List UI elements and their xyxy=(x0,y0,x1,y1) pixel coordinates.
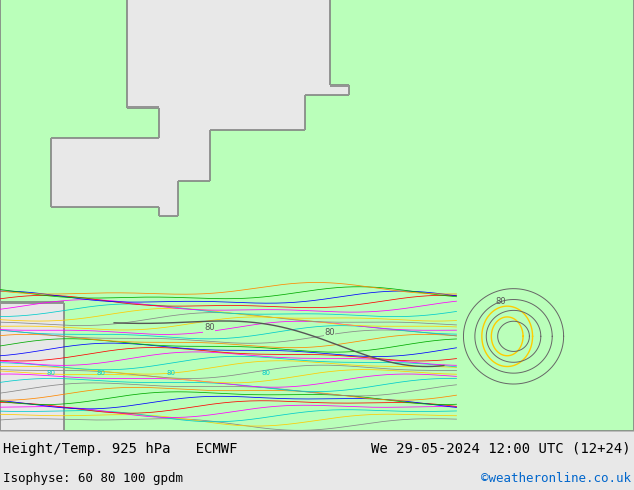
Text: 80: 80 xyxy=(46,370,55,376)
Text: Isophyse: 60 80 100 gpdm: Isophyse: 60 80 100 gpdm xyxy=(3,472,183,485)
Text: Height/Temp. 925 hPa   ECMWF: Height/Temp. 925 hPa ECMWF xyxy=(3,442,238,456)
Text: 80: 80 xyxy=(262,370,271,376)
Text: 80: 80 xyxy=(167,370,176,376)
Text: 80: 80 xyxy=(325,327,335,337)
Text: 80: 80 xyxy=(204,323,214,332)
Text: 80: 80 xyxy=(97,370,106,376)
Text: We 29-05-2024 12:00 UTC (12+24): We 29-05-2024 12:00 UTC (12+24) xyxy=(371,442,631,456)
Text: ©weatheronline.co.uk: ©weatheronline.co.uk xyxy=(481,472,631,485)
Text: 80: 80 xyxy=(496,297,506,306)
